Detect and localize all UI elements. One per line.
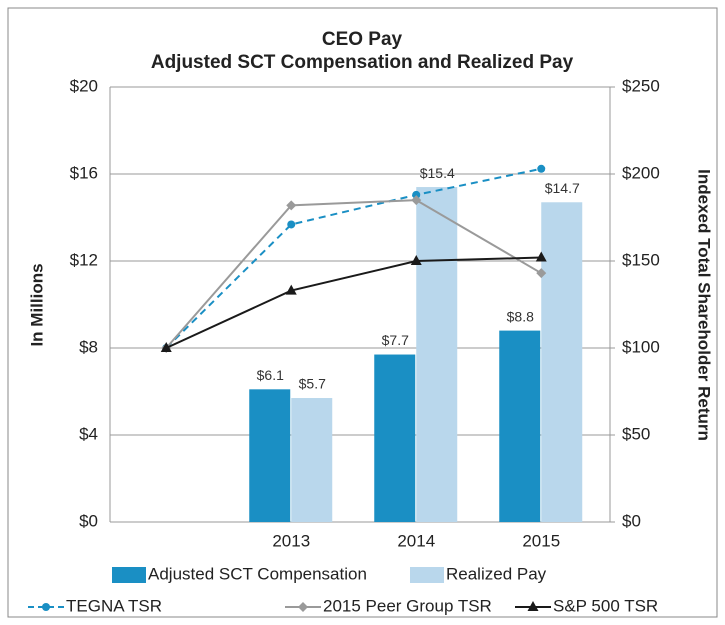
frame: [7, 7, 718, 618]
legend-label: Realized Pay: [446, 564, 547, 583]
bar: [499, 330, 541, 522]
y2-tick-label: $250: [622, 76, 660, 95]
bar: [416, 187, 458, 523]
bar-value-label: $7.7: [382, 332, 409, 348]
bar-value-label: $6.1: [257, 367, 284, 383]
legend-label: Adjusted SCT Compensation: [148, 564, 367, 583]
chart-title: CEO Pay: [322, 29, 403, 50]
y-tick-label: $12: [70, 250, 98, 269]
y-tick-label: $16: [70, 163, 98, 182]
y-tick-label: $8: [79, 337, 98, 356]
y2-axis-label: Indexed Total Shareholder Return: [695, 169, 714, 441]
y-tick-label: $4: [79, 424, 98, 443]
x-tick-label: 2014: [397, 531, 435, 550]
legend-swatch: [410, 567, 444, 583]
bar: [541, 202, 583, 522]
y2-tick-label: $0: [622, 511, 641, 530]
bar-value-label: $8.8: [507, 308, 534, 324]
line-point: [160, 342, 172, 352]
y-tick-label: $0: [79, 511, 98, 530]
y2-tick-label: $50: [622, 424, 650, 443]
line-point: [411, 195, 422, 206]
y-tick-label: $20: [70, 76, 98, 95]
line-point: [286, 200, 297, 211]
y-axis-label: In Millions: [27, 263, 46, 346]
legend-marker: [42, 603, 50, 611]
bar: [374, 354, 416, 522]
x-tick-label: 2013: [272, 531, 310, 550]
line-point: [412, 190, 421, 199]
legend-label: TEGNA TSR: [66, 596, 162, 615]
line: [165, 199, 542, 349]
line-point: [535, 251, 547, 262]
bar: [291, 398, 333, 522]
bar: [249, 389, 291, 522]
bar-value-label: $5.7: [299, 376, 326, 392]
bar-value-label: $14.7: [545, 180, 580, 196]
line-point: [285, 284, 297, 295]
y2-tick-label: $150: [622, 250, 660, 269]
legend-marker: [527, 601, 539, 611]
line-point: [537, 164, 546, 173]
legend-label: S&P 500 TSR: [553, 596, 658, 615]
line-point: [536, 268, 547, 279]
x-tick-label: 2015: [522, 531, 560, 550]
legend-label: 2015 Peer Group TSR: [323, 596, 492, 615]
chart-subtitle: Adjusted SCT Compensation and Realized P…: [151, 52, 574, 73]
legend-swatch: [112, 567, 146, 583]
bar-value-label: $15.4: [420, 165, 455, 181]
line-point: [410, 255, 422, 265]
y2-tick-label: $200: [622, 163, 660, 182]
y2-tick-label: $100: [622, 337, 660, 356]
line-point: [287, 220, 296, 229]
legend-marker: [298, 602, 308, 612]
line: [165, 167, 542, 349]
line: [165, 256, 542, 349]
